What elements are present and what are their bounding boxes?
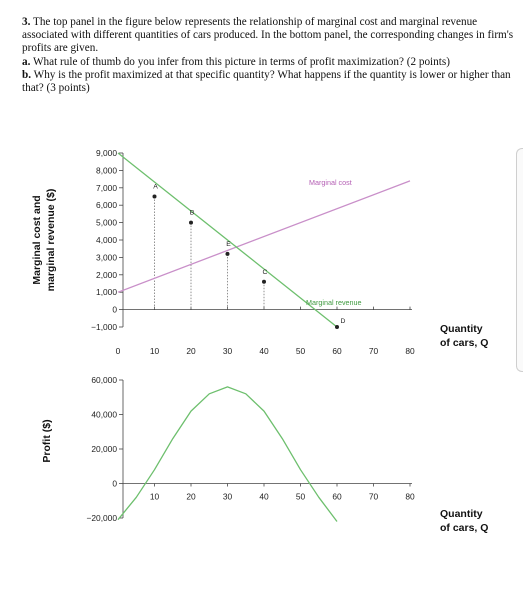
top-ylabel-line2: marginal revenue ($) [45,189,57,292]
part-a-text: What rule of thumb do you infer from thi… [33,55,450,68]
top-x-tick-label: 50 [296,346,306,356]
top-y-tick-label: 5,000 [96,218,117,228]
marginal-cost-label: Marginal cost [309,178,352,187]
bottom-x-tick-label: 40 [259,492,269,502]
top-xlabel-line1: Quantity [440,323,483,335]
question-number: 3. [22,16,31,28]
top-x-tick-label: 60 [332,346,342,356]
bottom-x-ticks: 10 20 30 40 50 60 70 80 [150,483,415,502]
part-b-label: b. [22,68,32,81]
point-d-marker [335,325,339,329]
bottom-xlabel-line2: of cars, Q [440,522,488,534]
question-intro-text: The top panel in the figure below repres… [22,16,514,55]
marginal-revenue-line [117,152,338,328]
top-x-tick-label: 70 [369,346,379,356]
bottom-y-tick-label: 60,000 [91,375,117,385]
point-e-marker [225,251,230,256]
top-guides [154,196,265,310]
top-y-tick-label: 8,000 [96,165,117,175]
top-x-tick-label: 20 [186,346,196,356]
question-part-a: a. What rule of thumb do you infer from … [22,56,514,69]
question-part-b: b. Why is the profit maximized at that s… [22,69,514,95]
top-x-tick-label: 40 [259,346,269,356]
point-d-label: D [341,318,346,325]
question-text: 3. The top panel in the figure below rep… [22,16,514,95]
top-x-tick-label: 10 [150,346,160,356]
bottom-x-tick-label: 70 [369,492,379,502]
bottom-series [117,386,338,522]
bottom-x-tick-label: 10 [150,492,160,502]
point-b-marker [189,220,193,225]
bottom-y-ticks: 60,000 40,000 20,000 0 −20,000 [86,375,412,523]
bottom-panel-chart: Profit ($) 60,000 40,000 20,000 0 −20,000 10… [41,375,488,534]
point-c-marker [262,279,266,284]
top-y-tick-label: 2,000 [96,270,117,280]
question-intro: 3. The top panel in the figure below rep… [22,16,514,56]
point-a-label: A [153,184,158,191]
marginal-cost-line [117,180,411,293]
part-b-text: Why is the profit maximized at that spec… [22,68,511,95]
top-y-tick-label: 7,000 [96,183,117,193]
bottom-x-tick-label: 30 [223,492,233,502]
bottom-x-tick-label: 20 [186,492,196,502]
top-y-tick-label: −1,000 [91,322,117,332]
top-y-tick-label: 6,000 [96,200,117,210]
bottom-x-tick-label: 60 [332,492,342,502]
bottom-xlabel-line1: Quantity [440,508,483,520]
top-y-ticks: 9,000 8,000 7,000 6,000 5,000 4,000 3,000 2,000… [91,148,412,332]
bottom-y-tick-label: 20,000 [91,444,117,454]
top-series [117,152,411,328]
bottom-y-tick-label: −20,000 [86,513,117,523]
top-x-tick-label: 30 [223,346,233,356]
part-a-label: a. [22,55,31,68]
top-x-tick-label: 80 [405,346,415,356]
top-y-tick-label: 4,000 [96,235,117,245]
point-c-label: C [263,269,268,276]
bottom-x-tick-label: 50 [296,492,306,502]
top-ylabel-line1: Marginal cost and [31,195,43,284]
top-x-ticks: 0 10 20 30 40 50 60 70 80 [116,306,415,356]
top-y-tick-label: 9,000 [96,148,117,158]
bottom-y-tick-label: 40,000 [91,410,117,420]
marginal-revenue-label: Marginal revenue [306,298,362,307]
point-e-label: E [226,241,231,248]
top-x-tick-label: 0 [116,346,121,356]
bottom-x-tick-label: 80 [405,492,415,502]
top-y-tick-label: 3,000 [96,252,117,262]
profit-curve [117,386,338,522]
top-xlabel-line2: of cars, Q [440,337,488,349]
point-a-marker [152,194,157,199]
top-y-tick-label: 0 [112,305,117,315]
top-panel-chart: Marginal cost and marginal revenue ($) 9… [31,148,488,356]
bottom-y-tick-label: 0 [112,479,117,489]
bottom-ylabel: Profit ($) [41,419,53,462]
top-y-tick-label: 1,000 [96,287,117,297]
point-b-label: B [190,210,195,217]
side-scroll-handle[interactable] [516,148,523,372]
top-points: A B E C D [152,184,346,329]
